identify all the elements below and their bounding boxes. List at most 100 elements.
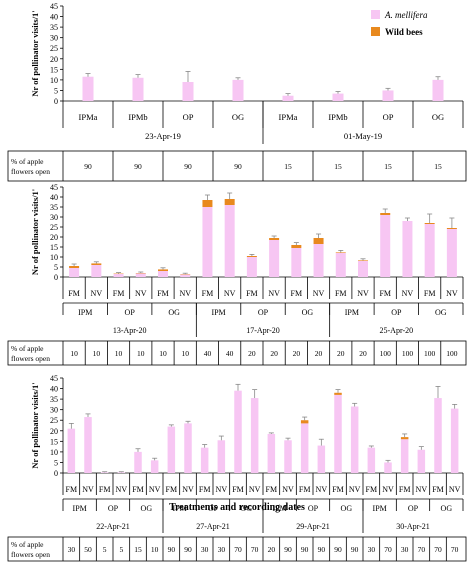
flowers-open-table [7,536,467,562]
sub-group-label: IPM [373,504,387,513]
bar-apis-mellifera [232,79,244,101]
bar-apis-mellifera [135,273,146,277]
bar-apis-mellifera [380,215,391,277]
bar-wild-bees [269,238,280,240]
y-tick-label: 40 [50,193,58,202]
bar-apis-mellifera [434,398,442,473]
category-label: OP [183,112,194,122]
category-label: NV [179,289,191,298]
flowers-open-value: 15 [434,162,442,171]
y-tick-label: 35 [50,203,58,212]
flowers-open-value: 30 [68,545,76,554]
y-tick-label: 45 [50,374,58,383]
flowers-open-value: 90 [84,162,92,171]
flowers-open-table [7,340,467,366]
date-group-label: 22-Apr-21 [96,522,130,531]
y-tick-label: 45 [50,2,58,11]
bar-apis-mellifera [284,440,292,473]
flowers-open-value: 30 [201,545,209,554]
y-tick-label: 35 [50,395,58,404]
flowers-open-value: 90 [301,545,309,554]
sub-group-label: IPM [78,308,92,317]
category-label: NV [282,485,294,494]
category-label: FM [68,289,80,298]
bar-apis-mellifera [134,451,142,473]
bar-apis-mellifera [182,82,194,101]
bar-wild-bees [334,392,342,395]
y-axis-label: Nr of pollinator visits/1' [30,382,40,468]
bar-wild-bees [335,252,346,253]
bar-wild-bees [358,260,368,261]
category-label: IPMa [279,112,298,122]
bar-apis-mellifera [334,394,342,473]
flowers-open-value: 70 [251,545,259,554]
category-label: FM [202,289,214,298]
flowers-open-value: 70 [418,545,426,554]
flowers-open-value: 40 [204,349,212,358]
category-label: NV [135,289,147,298]
bar-wild-bees [246,256,257,257]
bar-apis-mellifera [358,261,368,277]
category-label: NV [416,485,428,494]
legend-label: A. mellifera [384,10,428,20]
flowers-open-value: 10 [115,349,123,358]
bar-apis-mellifera [200,447,209,473]
bar-apis-mellifera [250,398,259,473]
flowers-open-value: 15 [284,162,292,171]
category-label: NV [249,485,261,494]
flowers-open-label: % of apple [11,157,44,166]
category-label: FM [166,485,178,494]
flowers-open-value: 90 [284,545,292,554]
flowers-open-value: 10 [70,349,78,358]
sub-group-label: IPM [345,308,359,317]
category-label: FM [332,485,344,494]
date-group-label: 23-Apr-19 [145,131,181,141]
flowers-open-label: % of apple [11,540,44,549]
category-label: NV [349,485,361,494]
flowers-open-value: 100 [380,349,392,358]
y-axis-label: Nr of pollinator visits/1' [30,189,40,275]
flowers-open-label: % of apple [11,344,44,353]
y-tick-label: 0 [54,469,58,478]
flowers-open-value: 30 [368,545,376,554]
y-tick-label: 15 [50,65,58,74]
category-label: FM [399,485,411,494]
y-tick-label: 25 [50,223,58,232]
flowers-open-value: 30 [401,545,409,554]
y-tick-label: 10 [50,448,58,457]
sub-group-label: OG [241,504,253,513]
y-tick-label: 30 [50,213,58,222]
category-label: FM [99,485,111,494]
bar-apis-mellifera [202,207,213,277]
bar-apis-mellifera [291,248,302,277]
category-label: NV [402,289,414,298]
category-label: NV [91,289,103,298]
y-tick-label: 15 [50,437,58,446]
sub-group-label: OP [108,504,119,513]
flowers-open-value: 20 [337,349,345,358]
category-label: NV [149,485,161,494]
flowers-open-value: 90 [351,545,359,554]
category-label: OG [432,112,444,122]
bar-wild-bees [291,245,302,248]
flowers-open-label: flowers open [11,354,50,363]
bar-apis-mellifera [313,244,324,277]
flowers-open-value: 70 [234,545,242,554]
category-label: IPMb [128,112,147,122]
flowers-open-value: 70 [384,545,392,554]
y-tick-label: 20 [50,55,58,64]
bar-apis-mellifera [167,426,176,473]
category-label: FM [266,485,278,494]
sub-group-label: IPM [273,504,287,513]
date-group-label: 17-Apr-20 [246,326,280,335]
flowers-open-value: 20 [248,349,256,358]
y-tick-label: 5 [54,263,58,272]
y-tick-label: 25 [50,44,58,53]
flowers-open-value: 20 [315,349,323,358]
bar-wild-bees [313,238,324,244]
y-axis-label: Nr of pollinator visits/1' [30,10,40,96]
flowers-open-value: 90 [184,545,192,554]
bar-apis-mellifera [69,268,80,277]
flowers-open-value: 100 [446,349,458,358]
